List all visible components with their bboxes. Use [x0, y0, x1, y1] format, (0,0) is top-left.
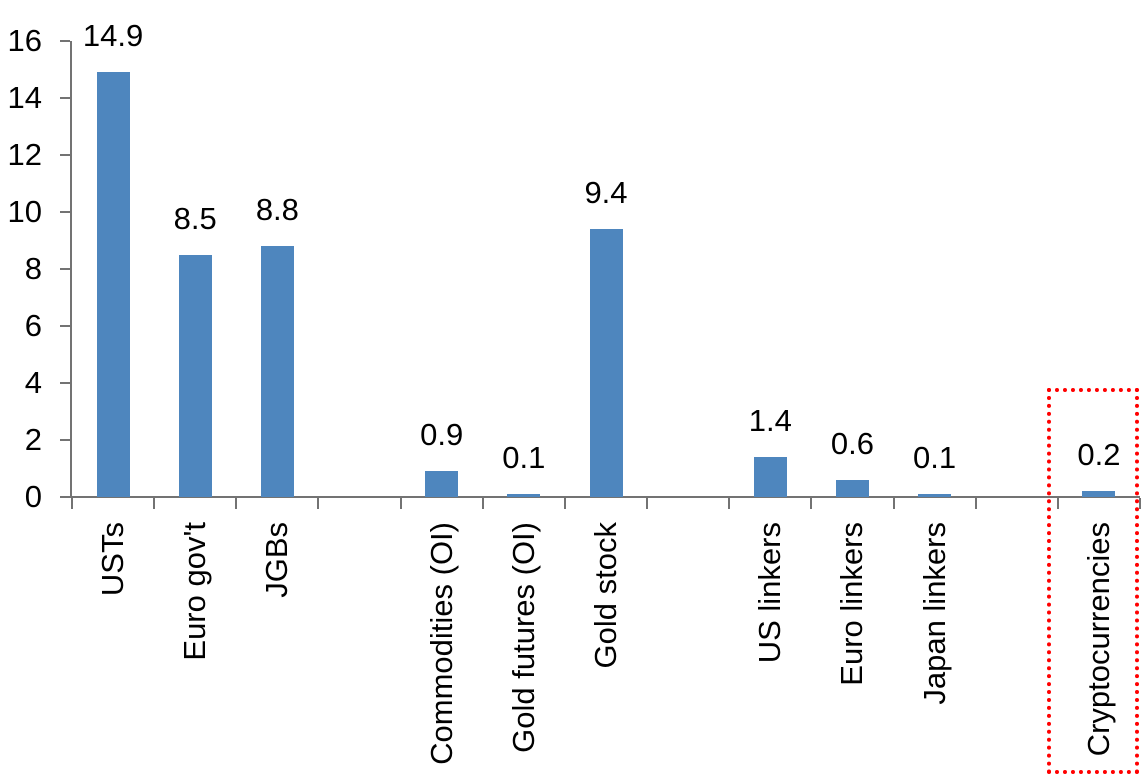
- y-axis-tick: [60, 382, 70, 384]
- x-axis-tick: [563, 498, 566, 509]
- x-axis-tick: [153, 498, 156, 509]
- category-label-us-linkers: US linkers: [752, 522, 788, 664]
- y-axis-tick: [60, 211, 70, 213]
- x-axis-tick: [1056, 498, 1059, 509]
- x-axis-tick: [1139, 498, 1141, 509]
- bar-commodities-oi: [425, 471, 459, 497]
- x-axis-tick: [71, 498, 73, 509]
- value-label-cryptocurrencies: 0.2: [1077, 437, 1121, 473]
- category-label-gold-futures-oi: Gold futures (OI): [505, 522, 541, 753]
- category-label-euro-linkers: Euro linkers: [834, 522, 870, 686]
- bar-usts: [96, 72, 130, 497]
- y-axis-tick: [60, 40, 70, 42]
- value-label-commodities-oi: 0.9: [420, 417, 464, 453]
- bar-euro-linkers: [835, 479, 869, 497]
- value-label-usts: 14.9: [82, 18, 144, 54]
- value-label-gold-stock: 9.4: [584, 175, 628, 211]
- value-label-japan-linkers: 0.1: [913, 440, 957, 476]
- category-label-gold-stock: Gold stock: [588, 522, 623, 669]
- bar-cryptocurrencies: [1082, 491, 1116, 497]
- bar-us-linkers: [753, 457, 787, 497]
- y-axis-tick-label: 0: [24, 479, 42, 514]
- y-axis-tick: [60, 439, 70, 441]
- x-axis-line: [70, 496, 1140, 498]
- x-axis-tick: [728, 498, 731, 509]
- x-axis-tick: [317, 498, 320, 509]
- x-axis-tick: [974, 498, 977, 509]
- y-axis-tick: [60, 268, 70, 270]
- y-axis-tick-label: 10: [7, 194, 42, 229]
- x-axis-tick: [481, 498, 484, 509]
- y-axis-tick: [60, 496, 70, 498]
- bar-gold-futures-oi: [507, 494, 541, 497]
- bar-jgbs: [260, 246, 294, 497]
- x-axis-tick: [235, 498, 238, 509]
- y-axis-tick-label: 2: [24, 422, 42, 457]
- value-label-us-linkers: 1.4: [748, 403, 792, 439]
- y-axis-tick-label: 16: [7, 23, 42, 58]
- x-axis-tick: [810, 498, 813, 509]
- x-axis-tick: [399, 498, 402, 509]
- y-axis-tick-label: 4: [24, 365, 42, 400]
- y-axis-tick-label: 12: [7, 137, 42, 172]
- x-axis-tick: [892, 498, 895, 509]
- bar-euro-gov-t: [178, 254, 212, 497]
- y-axis-tick-label: 8: [24, 251, 42, 286]
- bar-japan-linkers: [918, 494, 952, 497]
- y-axis-tick: [60, 325, 70, 327]
- value-label-jgbs: 8.8: [255, 192, 299, 228]
- value-label-gold-futures-oi: 0.1: [502, 440, 546, 476]
- category-label-japan-linkers: Japan linkers: [916, 522, 952, 705]
- y-axis-tick-label: 6: [24, 308, 42, 343]
- category-label-commodities-oi: Commodities (OI): [423, 522, 459, 765]
- value-label-euro-linkers: 0.6: [830, 425, 875, 461]
- value-label-euro-gov-t: 8.5: [173, 200, 217, 236]
- category-label-usts: USTs: [95, 522, 131, 597]
- y-axis-tick-label: 14: [7, 80, 42, 115]
- y-axis-line: [70, 41, 72, 498]
- y-axis-tick: [60, 154, 70, 156]
- y-axis-tick: [60, 97, 70, 99]
- category-label-euro-gov-t: Euro gov't: [177, 522, 213, 661]
- x-axis-tick: [646, 498, 649, 509]
- highlight-box-cryptocurrencies: [1047, 388, 1139, 774]
- bar-gold-stock: [589, 229, 623, 497]
- category-label-jgbs: JGBs: [259, 522, 295, 598]
